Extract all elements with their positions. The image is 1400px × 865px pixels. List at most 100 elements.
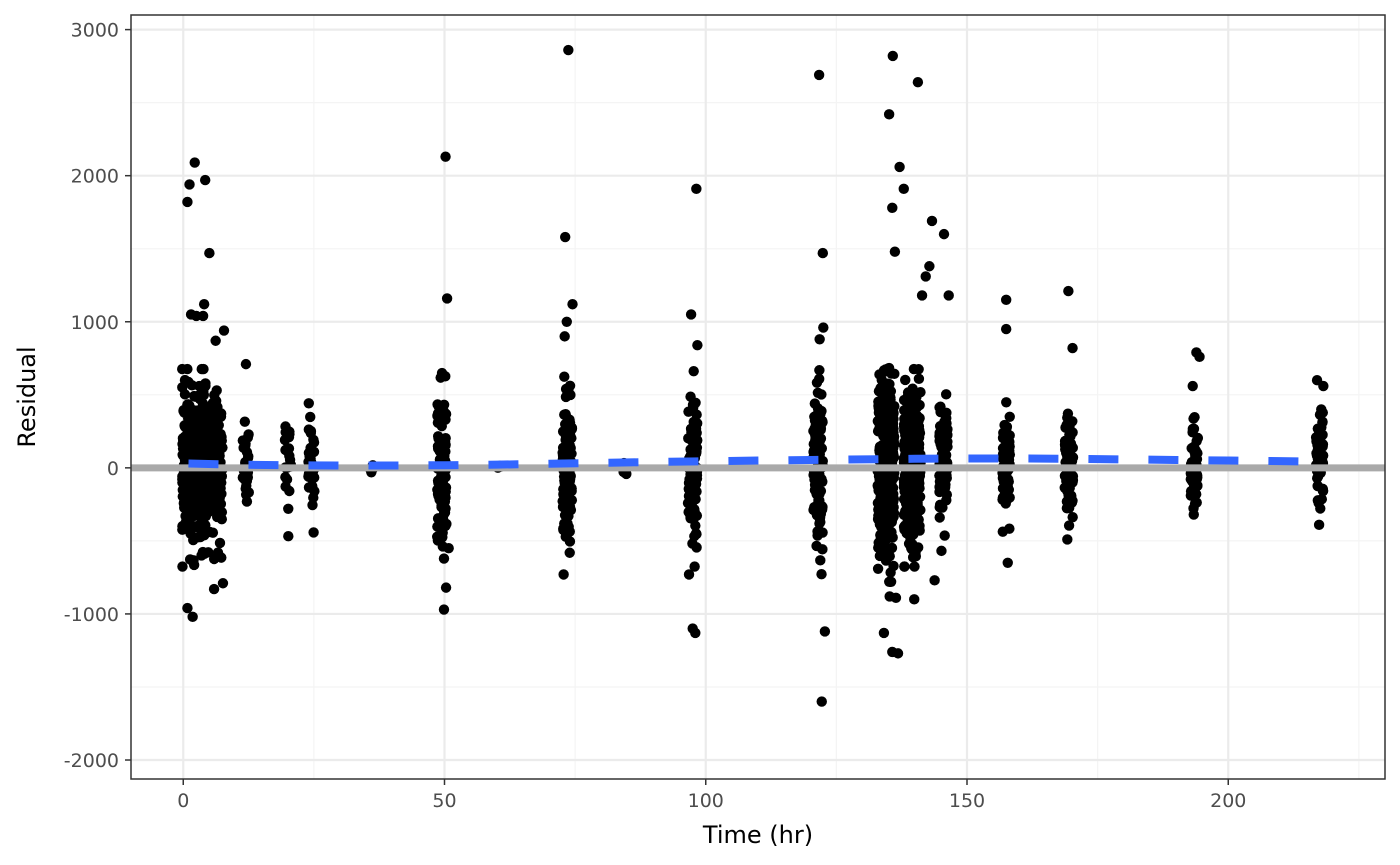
data-point (887, 50, 899, 62)
data-point (884, 576, 895, 587)
data-point (213, 443, 224, 454)
data-point (924, 261, 935, 272)
data-point (808, 446, 819, 458)
data-point (239, 416, 251, 427)
x-axis-title: Time (hr) (702, 821, 813, 849)
data-point (307, 481, 318, 492)
data-point (182, 602, 193, 614)
data-point (1066, 470, 1077, 482)
data-point (283, 503, 294, 514)
data-point (280, 421, 291, 432)
data-point (1063, 285, 1074, 297)
y-axis: -2000 -1000 0 1000 2000 3000 (64, 20, 131, 772)
data-point (939, 530, 950, 541)
data-point (900, 374, 911, 386)
data-point (437, 513, 449, 524)
data-point (912, 76, 924, 88)
data-point (308, 492, 319, 503)
data-point (814, 365, 825, 376)
data-point (894, 161, 905, 173)
data-point (815, 433, 827, 444)
data-point (182, 196, 193, 208)
data-point (809, 411, 820, 422)
data-point (178, 405, 190, 417)
data-point (1000, 294, 1012, 306)
data-point (878, 627, 890, 639)
data-point (997, 483, 1009, 494)
data-point (187, 611, 198, 623)
data-point (688, 365, 699, 377)
data-point (892, 648, 904, 659)
data-point (443, 542, 454, 554)
data-point (883, 416, 895, 428)
data-point (899, 419, 910, 431)
data-point (1313, 445, 1324, 457)
data-point (210, 481, 222, 492)
data-point (308, 527, 319, 538)
data-point (558, 569, 569, 580)
y-tick-label: 3000 (71, 20, 119, 42)
data-point (305, 427, 317, 439)
data-point (440, 582, 452, 593)
data-point (688, 513, 699, 525)
data-point (910, 543, 922, 554)
data-point (558, 500, 569, 512)
data-point (283, 443, 295, 454)
data-point (243, 487, 254, 498)
data-point (814, 334, 825, 345)
data-point (441, 293, 453, 304)
data-point (1194, 351, 1205, 363)
y-tick-label: 1000 (71, 312, 119, 334)
data-point (815, 555, 826, 566)
data-point (1188, 509, 1199, 520)
x-tick-label: 200 (1210, 790, 1246, 812)
data-point (437, 532, 448, 543)
data-point (1002, 557, 1013, 569)
data-point (812, 526, 823, 537)
data-point (204, 247, 215, 259)
data-point (204, 526, 215, 538)
y-tick-label: 2000 (71, 166, 119, 188)
data-point (883, 109, 895, 120)
data-point (885, 567, 896, 578)
data-point (1189, 411, 1200, 423)
data-point (886, 438, 897, 449)
data-point (903, 411, 914, 422)
data-point (900, 498, 912, 509)
data-point (691, 469, 703, 481)
data-point (939, 416, 950, 428)
data-point (1190, 450, 1201, 462)
data-point (1315, 431, 1327, 442)
data-point (900, 509, 911, 520)
data-point (177, 443, 189, 454)
data-point (691, 442, 703, 453)
data-point (1188, 423, 1200, 435)
data-point (910, 502, 921, 513)
data-point (1063, 520, 1075, 531)
data-point (887, 447, 899, 459)
data-point (913, 373, 925, 384)
data-point (908, 363, 920, 375)
data-point (809, 398, 821, 409)
data-point (936, 431, 947, 442)
data-point (1313, 497, 1324, 509)
data-point (813, 495, 825, 506)
data-point (817, 247, 828, 259)
data-point (872, 497, 884, 509)
major-gridlines (131, 15, 1385, 779)
data-point (818, 322, 829, 333)
data-point (936, 545, 947, 557)
data-point (210, 494, 221, 505)
minor-gridlines (131, 15, 1385, 779)
x-tick-label: 150 (949, 790, 985, 812)
data-point (929, 575, 940, 586)
data-point (439, 490, 451, 502)
data-point (685, 309, 697, 320)
data-point (440, 440, 451, 451)
data-point (926, 215, 938, 227)
data-point (196, 363, 207, 375)
data-point (559, 231, 571, 243)
x-tick-label: 0 (177, 790, 189, 812)
data-point (281, 474, 293, 485)
